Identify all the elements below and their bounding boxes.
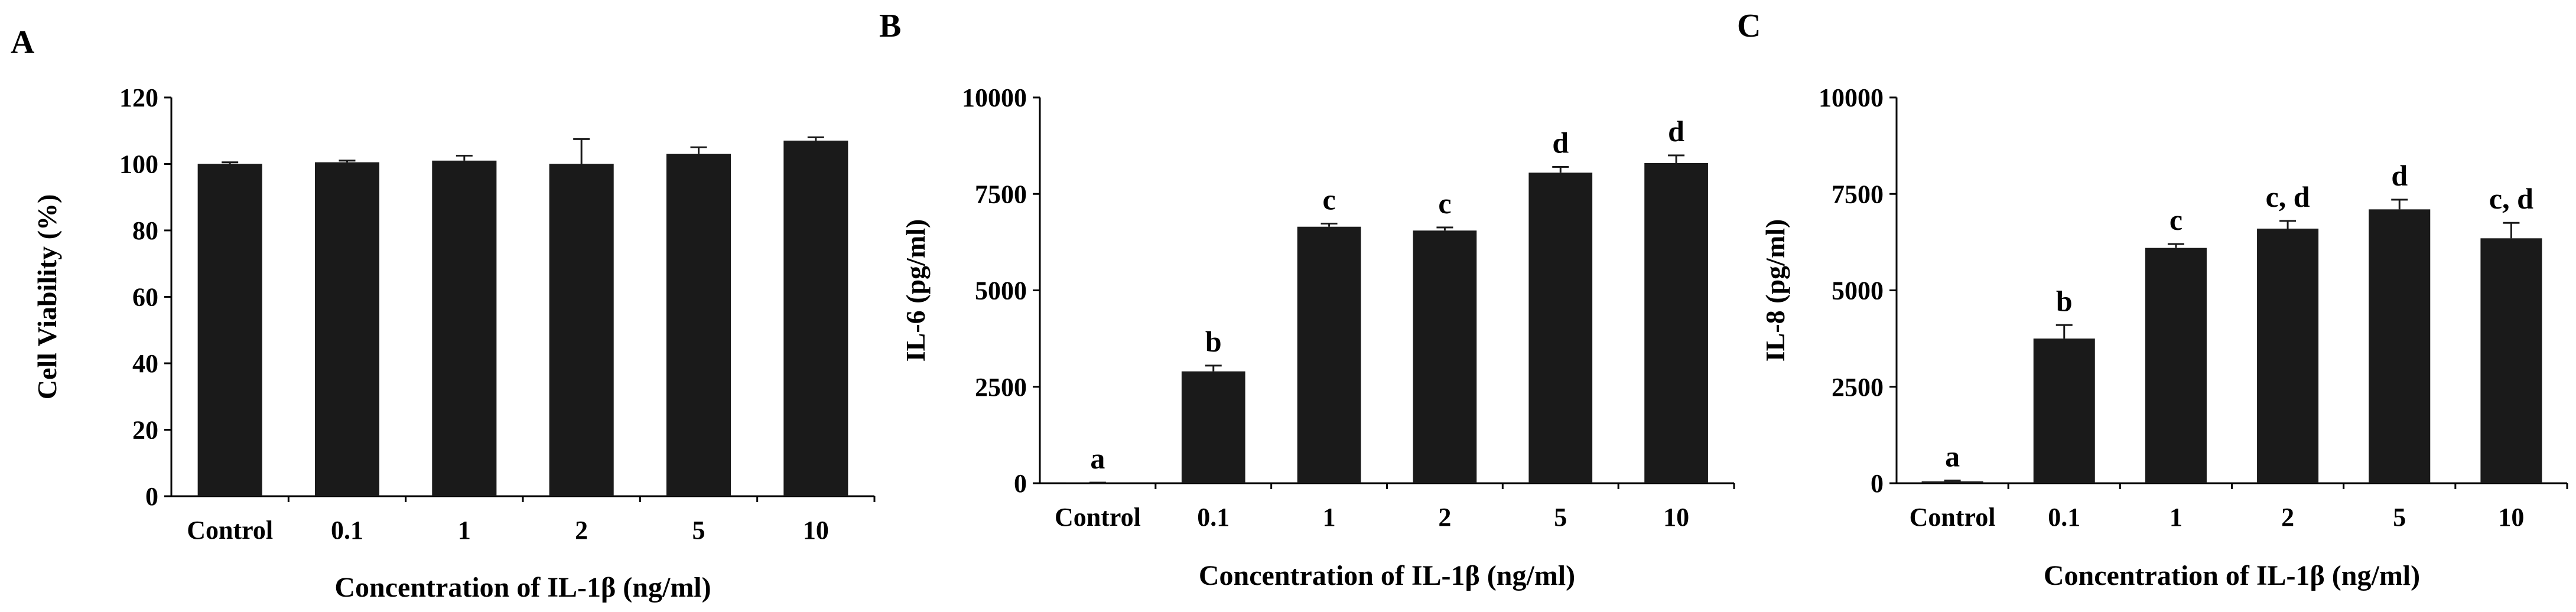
chart-c-x-tick-label: Control bbox=[1910, 503, 1996, 532]
chart-b-x-tick-label: 10 bbox=[1663, 503, 1689, 532]
chart-b-x-tick-label: Control bbox=[1055, 503, 1141, 532]
chart-b-significance-label: c bbox=[1322, 183, 1335, 216]
chart-b-x-tick-label: 1 bbox=[1323, 503, 1336, 532]
chart-a-bar bbox=[783, 141, 848, 496]
chart-a-x-tick-label: 0.1 bbox=[331, 516, 363, 545]
chart-c-x-axis-title: Concentration of IL-1β (ng/ml) bbox=[2044, 560, 2420, 591]
chart-a-y-tick-label: 120 bbox=[119, 83, 158, 112]
chart-c-x-tick-label: 10 bbox=[2498, 503, 2524, 532]
chart-b-y-tick-label: 0 bbox=[1014, 469, 1027, 498]
chart-c-y-axis-title: IL-8 (pg/ml) bbox=[1760, 219, 1790, 362]
chart-b-significance-label: d bbox=[1552, 126, 1569, 159]
chart-b-bar bbox=[1528, 172, 1593, 484]
chart-a-y-tick-label: 0 bbox=[145, 482, 158, 511]
chart-c-bar bbox=[1921, 481, 1983, 483]
chart-c-significance-label: c bbox=[2170, 203, 2183, 236]
chart-c-bar bbox=[2145, 248, 2207, 483]
chart-b-y-tick-label: 10000 bbox=[962, 83, 1027, 112]
chart-c-y-tick-label: 10000 bbox=[1819, 83, 1884, 112]
chart-c-y-tick-label: 0 bbox=[1871, 469, 1884, 498]
chart-c-significance-label: b bbox=[2056, 284, 2073, 317]
chart-c-x-tick-label: 1 bbox=[2170, 503, 2183, 532]
chart-c-significance-label: c, d bbox=[2489, 182, 2533, 215]
chart-b-bar bbox=[1181, 371, 1245, 483]
chart-b-y-axis-title: IL-6 (pg/ml) bbox=[900, 219, 931, 362]
chart-a-bar bbox=[197, 164, 262, 496]
chart-b-significance-label: c bbox=[1438, 187, 1451, 220]
chart-b-bar bbox=[1413, 230, 1477, 483]
chart-a-x-tick-label: 1 bbox=[458, 516, 471, 545]
chart-c-panel-letter: C bbox=[1737, 8, 1761, 44]
chart-a-bar bbox=[432, 160, 497, 496]
chart-a-bar bbox=[314, 162, 380, 496]
chart-b-y-tick-label: 7500 bbox=[975, 180, 1027, 209]
chart-c-x-tick-label: 5 bbox=[2393, 503, 2406, 532]
chart-b-x-axis-title: Concentration of IL-1β (ng/ml) bbox=[1199, 560, 1575, 591]
chart-a-y-tick-label: 20 bbox=[132, 416, 158, 445]
chart-b-significance-label: a bbox=[1090, 442, 1105, 475]
chart-a-x-axis-title: Concentration of IL-1β (ng/ml) bbox=[334, 572, 711, 603]
chart-c-x-tick-label: 0.1 bbox=[2048, 503, 2080, 532]
chart-c-bar bbox=[2369, 209, 2431, 483]
chart-a-y-tick-label: 80 bbox=[132, 216, 158, 245]
chart-c-significance-label: c, d bbox=[2266, 180, 2310, 213]
chart-c-significance-label: d bbox=[2391, 159, 2408, 192]
chart-a-y-tick-label: 40 bbox=[132, 349, 158, 378]
chart-c-significance-label: a bbox=[1945, 440, 1960, 473]
chart-a-bar bbox=[666, 154, 731, 496]
chart-b-significance-label: d bbox=[1668, 115, 1684, 148]
chart-c-y-tick-label: 7500 bbox=[1832, 180, 1884, 209]
chart-a-x-tick-label: Control bbox=[187, 516, 273, 545]
chart-b-bar bbox=[1644, 163, 1708, 483]
chart-b-y-tick-label: 5000 bbox=[975, 276, 1027, 305]
chart-a-y-tick-label: 60 bbox=[132, 283, 158, 312]
chart-c-y-tick-label: 2500 bbox=[1832, 373, 1884, 402]
chart-b-x-tick-label: 5 bbox=[1554, 503, 1567, 532]
chart-b-x-tick-label: 0.1 bbox=[1197, 503, 1230, 532]
chart-a-bar bbox=[549, 164, 614, 496]
chart-a-x-tick-label: 5 bbox=[692, 516, 705, 545]
chart-a-x-tick-label: 2 bbox=[575, 516, 588, 545]
chart-b-y-tick-label: 2500 bbox=[975, 373, 1027, 402]
chart-c-bar bbox=[2480, 238, 2542, 483]
chart-b-bar bbox=[1297, 226, 1361, 483]
chart-c-x-tick-label: 2 bbox=[2281, 503, 2294, 532]
chart-c-bar bbox=[2033, 338, 2095, 483]
chart-b-x-tick-label: 2 bbox=[1438, 503, 1451, 532]
chart-c-bar bbox=[2257, 229, 2319, 483]
chart-a-y-tick-label: 100 bbox=[119, 150, 158, 179]
chart-a-y-axis-title: Cell Viability (%) bbox=[32, 194, 62, 400]
chart-a-panel-letter: A bbox=[11, 24, 35, 61]
chart-a-x-tick-label: 10 bbox=[803, 516, 829, 545]
chart-b-significance-label: b bbox=[1205, 325, 1222, 358]
chart-b-panel-letter: B bbox=[879, 8, 901, 44]
chart-c-y-tick-label: 5000 bbox=[1832, 276, 1884, 305]
